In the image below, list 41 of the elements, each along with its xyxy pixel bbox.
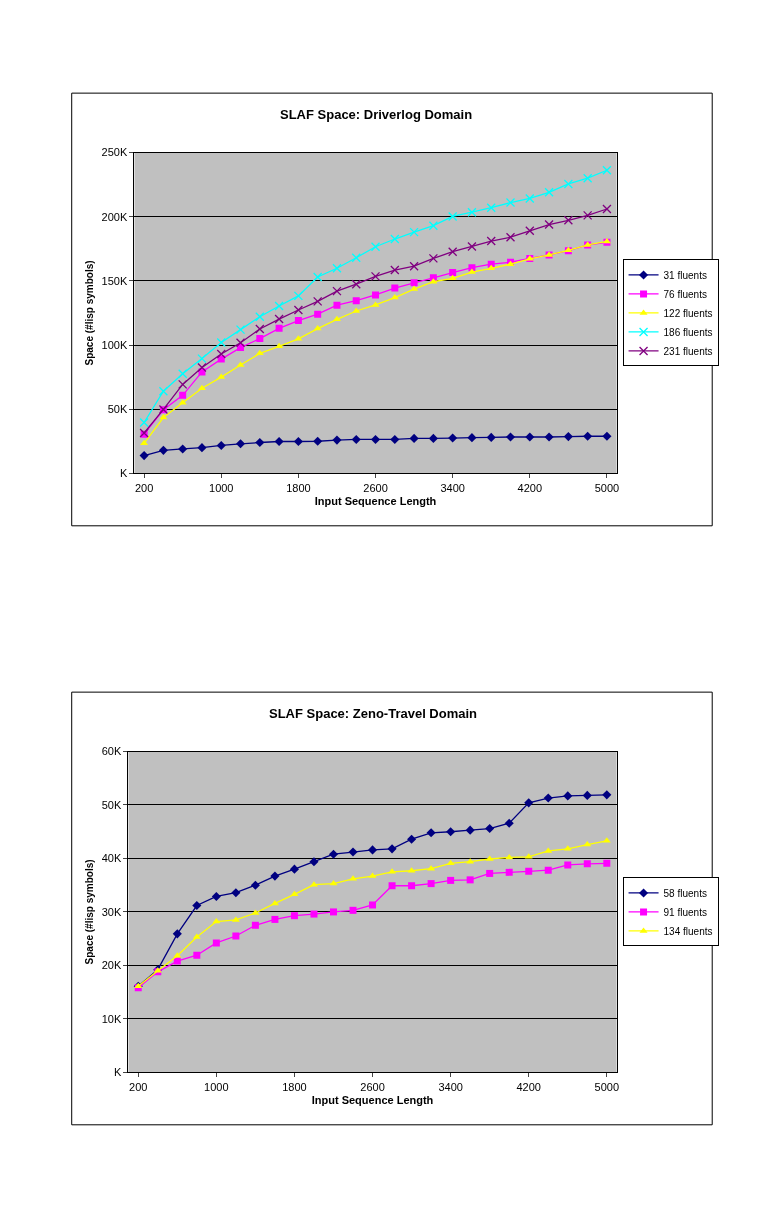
x-tick-label: 200 bbox=[134, 481, 154, 494]
x-tick-label: 1000 bbox=[209, 481, 234, 494]
x-tick-label: 2600 bbox=[363, 481, 388, 494]
chart-title: SLAF Space: Zeno-Travel Domain bbox=[269, 706, 478, 721]
y-tick-label: 40K bbox=[101, 852, 122, 865]
y-tick-label: 50K bbox=[107, 403, 128, 416]
legend-label: 231 fluents bbox=[663, 345, 713, 357]
x-tick-label: 200 bbox=[129, 1080, 148, 1093]
y-tick-label: 100K bbox=[101, 338, 128, 351]
y-axis-title: Space (#lisp symbols) bbox=[83, 859, 95, 965]
legend-label: 31 fluents bbox=[663, 269, 707, 281]
y-tick-label: 200K bbox=[101, 210, 128, 223]
x-axis-title: Input Sequence Length bbox=[314, 494, 437, 507]
x-tick-label: 1800 bbox=[282, 1080, 307, 1093]
legend-label: 122 fluents bbox=[663, 307, 713, 319]
chart-title: SLAF Space: Driverlog Domain bbox=[280, 107, 473, 122]
legend-label: 91 fluents bbox=[663, 906, 707, 918]
y-tick-label: 10K bbox=[101, 1012, 122, 1025]
x-tick-label: 5000 bbox=[594, 1080, 620, 1093]
x-tick-label: 5000 bbox=[594, 481, 620, 494]
legend-label: 76 fluents bbox=[663, 288, 707, 300]
legend-label: 58 fluents bbox=[663, 887, 707, 899]
y-tick-label: 30K bbox=[101, 905, 122, 918]
y-tick-label: K bbox=[119, 467, 128, 480]
x-axis-title: Input Sequence Length bbox=[311, 1093, 434, 1106]
x-tick-label: 3400 bbox=[438, 1080, 463, 1093]
y-tick-label: 150K bbox=[101, 274, 128, 287]
x-tick-label: 2600 bbox=[360, 1080, 385, 1093]
legend-label: 186 fluents bbox=[663, 326, 713, 338]
y-tick-label: K bbox=[113, 1066, 122, 1079]
x-tick-label: 1800 bbox=[286, 481, 311, 494]
y-tick-label: 20K bbox=[101, 959, 122, 972]
y-tick-label: 60K bbox=[101, 745, 122, 758]
x-tick-label: 4200 bbox=[517, 481, 543, 494]
x-tick-label: 3400 bbox=[440, 481, 465, 494]
legend-label: 134 fluents bbox=[663, 925, 713, 937]
y-axis-title: Space (#lisp symbols) bbox=[83, 260, 95, 366]
y-tick-label: 50K bbox=[101, 798, 122, 811]
x-tick-label: 4200 bbox=[516, 1080, 541, 1093]
x-tick-label: 1000 bbox=[204, 1080, 229, 1093]
y-tick-label: 250K bbox=[101, 146, 128, 159]
